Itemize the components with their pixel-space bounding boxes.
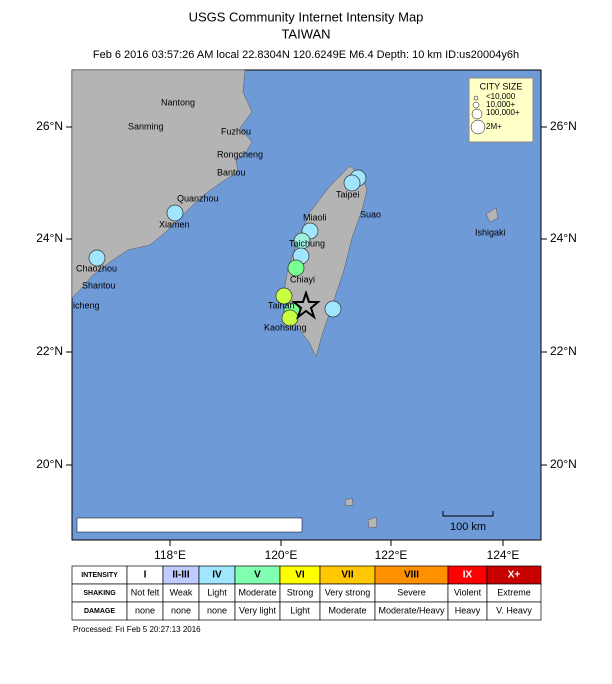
- cell-text: Moderate: [238, 587, 276, 597]
- city-label: Xiamen: [159, 219, 190, 229]
- size-label: <10,000: [486, 92, 516, 101]
- intensity-legend: INTENSITY I II-III IV V VI VII VIII IX X+ SHAKING N…: [71, 565, 542, 621]
- city-label: Nantong: [161, 97, 195, 107]
- cdi-dot: [343, 174, 361, 192]
- city-label: Chaozhou: [76, 263, 117, 273]
- cell-text: none: [171, 605, 191, 615]
- cell-text: Light: [290, 605, 310, 615]
- event-info: Feb 6 2016 03:57:26 AM local 22.8304N 12…: [93, 49, 519, 61]
- city-label: Sanming: [128, 121, 164, 131]
- title: USGS Community Internet Intensity Map: [189, 9, 424, 24]
- city-label: Kaohsiung: [264, 322, 307, 332]
- cell-text: II-III: [172, 570, 189, 581]
- city-label: Taichung: [289, 238, 325, 248]
- cell-text: Severe: [397, 587, 426, 597]
- city-label: Shantou: [82, 280, 116, 290]
- size-symbol: [472, 101, 480, 109]
- cdi-dot: [88, 249, 106, 267]
- row-label: SHAKING: [83, 590, 116, 597]
- city-label: icheng: [73, 300, 100, 310]
- cdi-dots: [88, 169, 367, 327]
- cell-text: Light: [207, 587, 227, 597]
- cell-text: VI: [295, 570, 305, 581]
- lon-label: 122°E: [375, 548, 408, 562]
- cell-text: Very light: [239, 605, 277, 615]
- cdi-dot: [287, 259, 305, 277]
- lat-label: 24°N: [550, 231, 577, 245]
- map: Nantong Sanming Fuzhou Rongcheng Bantou …: [36, 69, 577, 562]
- cell-text: none: [135, 605, 155, 615]
- scale-bar: [442, 511, 494, 517]
- city-label: Suao: [360, 209, 381, 219]
- size-label: 10,000+: [486, 100, 515, 109]
- processed: Processed: Fri Feb 5 20:27:13 2016: [73, 625, 201, 634]
- city-label: Taipei: [336, 189, 360, 199]
- cell-text: X+: [508, 570, 521, 581]
- lat-label: 20°N: [36, 457, 63, 471]
- frame-ticks: [66, 126, 547, 546]
- cell-text: Violent: [454, 587, 482, 597]
- city-label: Bantou: [217, 167, 246, 177]
- size-symbol: [473, 95, 479, 101]
- city-label: Rongcheng: [217, 149, 263, 159]
- cell-text: Not felt: [131, 587, 160, 597]
- cdi-dot: [166, 204, 184, 222]
- city-labels: Nantong Sanming Fuzhou Rongcheng Bantou …: [73, 97, 506, 332]
- lat-label: 26°N: [550, 119, 577, 133]
- cell-text: VIII: [404, 570, 419, 581]
- island: [344, 497, 354, 507]
- cell: [486, 601, 542, 621]
- mainland: [71, 69, 253, 299]
- region: TAIWAN: [281, 26, 330, 41]
- city-label: Tainan: [268, 300, 295, 310]
- cell-text: IV: [212, 570, 222, 581]
- lat-label: 20°N: [550, 457, 577, 471]
- lat-label: 24°N: [36, 231, 63, 245]
- cell-text: Moderate: [328, 605, 366, 615]
- cell-text: I: [144, 570, 147, 581]
- row-label: DAMAGE: [84, 608, 115, 615]
- epicenter: [291, 289, 321, 320]
- cell-text: Heavy: [455, 605, 481, 615]
- responses-box: [76, 517, 303, 533]
- city-label: Fuzhou: [221, 126, 251, 136]
- city-label: Chiayi: [290, 274, 315, 284]
- legend-title: CITY SIZE: [480, 81, 523, 91]
- cell-text: Weak: [170, 587, 193, 597]
- cell-text: Strong: [287, 587, 314, 597]
- cell-text: IX: [463, 570, 473, 581]
- size-symbol: [470, 119, 486, 135]
- cell-text: Very strong: [325, 587, 371, 597]
- island: [485, 207, 499, 223]
- cell-text: Extreme: [497, 587, 531, 597]
- city-label: Ishigaki: [475, 227, 506, 237]
- cell-text: V. Heavy: [496, 605, 532, 615]
- lat-label: 22°N: [550, 344, 577, 358]
- cell-text: V: [254, 570, 261, 581]
- cdi-dot: [275, 287, 293, 305]
- cell-text: VII: [341, 570, 353, 581]
- cell-text: none: [207, 605, 227, 615]
- size-label: 100,000+: [486, 108, 520, 117]
- city-label: Miaoli: [303, 212, 327, 222]
- row-label: INTENSITY: [81, 572, 118, 579]
- lat-label: 26°N: [36, 119, 63, 133]
- lon-label: 120°E: [265, 548, 298, 562]
- city-size-legend: CITY SIZE <10,000 10,000+ 100,000+ 2M+: [468, 77, 534, 143]
- lat-label: 22°N: [36, 344, 63, 358]
- scale-label: 100 km: [450, 521, 486, 533]
- island: [367, 516, 378, 529]
- size-label: 2M+: [486, 122, 502, 131]
- lon-label: 118°E: [154, 548, 186, 562]
- lon-label: 124°E: [487, 548, 520, 562]
- size-symbol: [471, 108, 483, 120]
- cell-text: Moderate/Heavy: [378, 605, 445, 615]
- cdi-dot: [324, 300, 342, 318]
- city-label: Quanzhou: [177, 193, 219, 203]
